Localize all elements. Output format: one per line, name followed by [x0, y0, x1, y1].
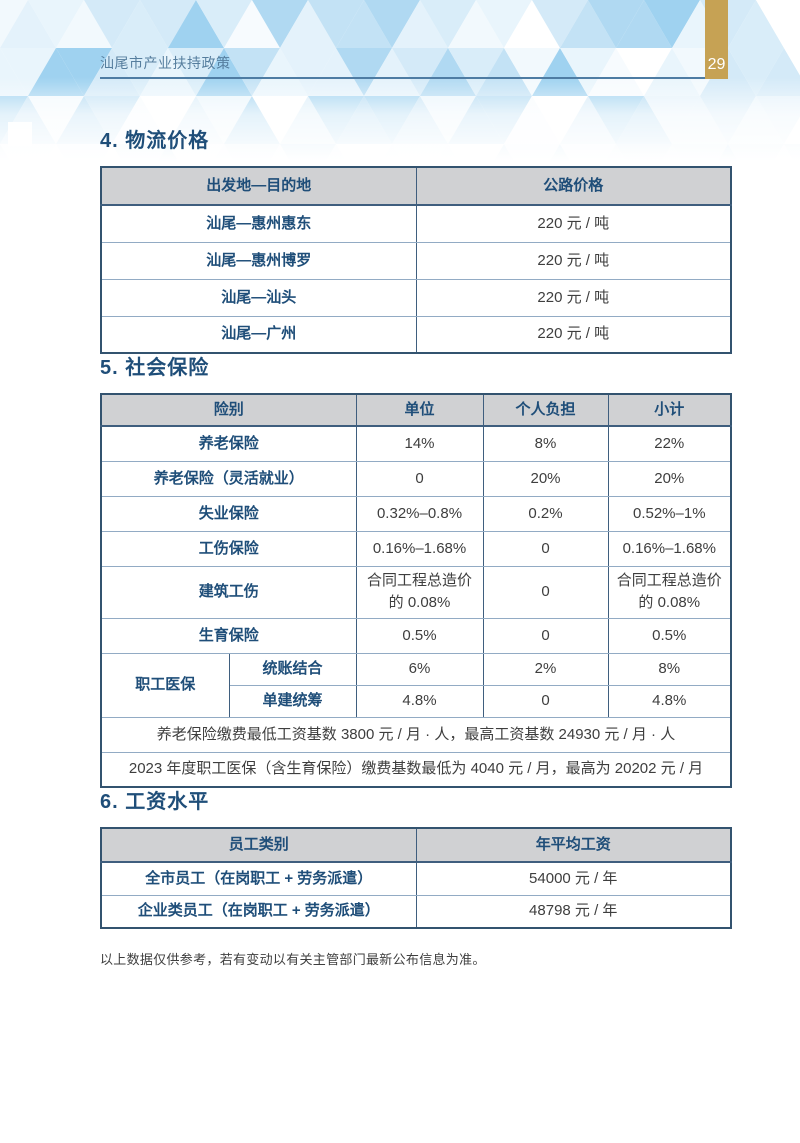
individual-rate-cell: 0	[482, 565, 609, 619]
table-row: 失业保险 0.32%–0.8% 0.2% 0.52%–1%	[100, 495, 732, 532]
table-row: 工伤保险 0.16%–1.68% 0 0.16%–1.68%	[100, 530, 732, 567]
insurance-type-cell: 生育保险	[100, 617, 357, 654]
table-row: 汕尾—惠州惠东 220 元 / 吨	[100, 204, 732, 243]
insurance-type-cell: 工伤保险	[100, 530, 357, 567]
disclaimer-footnote: 以上数据仅供参考，若有变动以有关主管部门最新公布信息为准。	[100, 952, 486, 967]
table-note-row: 2023 年度职工医保（含生育保险）缴费基数最低为 4040 元 / 月，最高为…	[100, 751, 732, 788]
insurance-type-cell: 养老保险	[100, 425, 357, 462]
table-row: 全市员工（在岗职工 + 劳务派遣） 54000 元 / 年	[100, 861, 732, 896]
price-cell: 220 元 / 吨	[415, 278, 732, 317]
column-header-road-price: 公路价格	[415, 166, 732, 206]
route-cell: 汕尾—汕头	[100, 278, 417, 317]
employer-rate-cell: 0.32%–0.8%	[355, 495, 484, 532]
logistics-price-table: 出发地—目的地 公路价格 汕尾—惠州惠东 220 元 / 吨 汕尾—惠州博罗 2…	[100, 166, 732, 354]
insurance-subtype-cell: 统账结合	[228, 652, 357, 686]
individual-rate-cell: 0	[482, 530, 609, 567]
table-header-row: 险别 单位 个人负担 小计	[100, 393, 732, 427]
decor-square	[8, 122, 32, 146]
table-row: 养老保险（灵活就业） 0 20% 20%	[100, 460, 732, 497]
page-content: 4. 物流价格 出发地—目的地 公路价格 汕尾—惠州惠东 220 元 / 吨 汕…	[0, 115, 800, 968]
individual-rate-cell: 0	[482, 617, 609, 654]
page-header: 汕尾市产业扶持政策 29	[0, 0, 800, 168]
section-social-insurance: 5. 社会保险 险别 单位 个人负担 小计 养老保险	[100, 354, 733, 788]
header-pattern-fade	[0, 0, 800, 168]
section-title-wage-level: 6. 工资水平	[100, 791, 210, 813]
table-row: 养老保险 14% 8% 22%	[100, 425, 732, 462]
subtotal-rate-cell: 0.16%–1.68%	[607, 530, 732, 567]
insurance-type-cell: 养老保险（灵活就业）	[100, 460, 357, 497]
subtotal-rate-cell: 0.5%	[607, 617, 732, 654]
column-header-employer: 单位	[355, 393, 484, 427]
insurance-subtype-cell: 单建统筹	[228, 684, 357, 718]
insurance-type-cell: 建筑工伤	[100, 565, 357, 619]
table-note-row: 养老保险缴费最低工资基数 3800 元 / 月 · 人，最高工资基数 24930…	[100, 716, 732, 753]
individual-rate-cell: 0	[482, 684, 609, 718]
table-header-row: 出发地—目的地 公路价格	[100, 166, 732, 206]
employee-category-cell: 全市员工（在岗职工 + 劳务派遣）	[100, 861, 417, 896]
page-number: 29	[707, 56, 726, 73]
price-cell: 220 元 / 吨	[415, 241, 732, 280]
pension-base-note: 养老保险缴费最低工资基数 3800 元 / 月 · 人，最高工资基数 24930…	[100, 716, 732, 753]
section-title-social-insurance: 5. 社会保险	[100, 357, 210, 379]
column-header-insurance-type: 险别	[100, 393, 357, 427]
individual-rate-cell: 2%	[482, 652, 609, 686]
subtotal-rate-cell: 20%	[607, 460, 732, 497]
column-header-subtotal: 小计	[607, 393, 732, 427]
employer-rate-cell: 合同工程总造价的 0.08%	[355, 565, 484, 619]
table-row-employee-medical-2: 单建统筹 4.8% 0 4.8%	[101, 684, 732, 718]
medical-base-note: 2023 年度职工医保（含生育保险）缴费基数最低为 4040 元 / 月，最高为…	[100, 751, 732, 788]
price-cell: 220 元 / 吨	[415, 204, 732, 243]
section-logistics-prices: 4. 物流价格 出发地—目的地 公路价格 汕尾—惠州惠东 220 元 / 吨 汕…	[100, 127, 732, 354]
column-header-annual-average-wage: 年平均工资	[415, 827, 732, 863]
table-row-employee-medical-1: 职工医保 统账结合 6% 2% 8%	[100, 652, 732, 718]
subtotal-rate-cell: 8%	[607, 652, 732, 686]
price-cell: 220 元 / 吨	[415, 315, 732, 354]
individual-rate-cell: 20%	[482, 460, 609, 497]
annual-wage-cell: 48798 元 / 年	[415, 894, 732, 929]
route-cell: 汕尾—惠州惠东	[100, 204, 417, 243]
page-number-tab: 29	[705, 0, 728, 79]
section-wage-level: 6. 工资水平 员工类别 年平均工资 全市员工（在岗职工 + 劳务派遣） 540…	[100, 788, 732, 929]
subtotal-rate-cell: 0.52%–1%	[607, 495, 732, 532]
table-row: 汕尾—汕头 220 元 / 吨	[100, 278, 732, 317]
annual-wage-cell: 54000 元 / 年	[415, 861, 732, 896]
employee-category-cell: 企业类员工（在岗职工 + 劳务派遣）	[100, 894, 417, 929]
subtotal-rate-cell: 4.8%	[607, 684, 732, 718]
document-title: 汕尾市产业扶持政策	[100, 55, 231, 71]
table-row: 生育保险 0.5% 0 0.5%	[100, 617, 732, 654]
employer-rate-cell: 0.5%	[355, 617, 484, 654]
employer-rate-cell: 0	[355, 460, 484, 497]
employer-rate-cell: 6%	[355, 652, 484, 686]
route-cell: 汕尾—惠州博罗	[100, 241, 417, 280]
insurance-type-cell: 失业保险	[100, 495, 357, 532]
column-header-route: 出发地—目的地	[100, 166, 417, 206]
individual-rate-cell: 0.2%	[482, 495, 609, 532]
individual-rate-cell: 8%	[482, 425, 609, 462]
table-row: 建筑工伤 合同工程总造价的 0.08% 0 合同工程总造价的 0.08%	[100, 565, 732, 619]
column-header-individual: 个人负担	[482, 393, 609, 427]
subtotal-rate-cell: 22%	[607, 425, 732, 462]
table-row: 汕尾—广州 220 元 / 吨	[100, 315, 732, 354]
insurance-group-cell: 职工医保	[100, 652, 230, 718]
route-cell: 汕尾—广州	[100, 315, 417, 354]
column-header-employee-category: 员工类别	[100, 827, 417, 863]
employer-rate-cell: 14%	[355, 425, 484, 462]
table-row: 企业类员工（在岗职工 + 劳务派遣） 48798 元 / 年	[100, 894, 732, 929]
table-row: 汕尾—惠州博罗 220 元 / 吨	[100, 241, 732, 280]
header-rule-divider	[100, 77, 705, 79]
employer-rate-cell: 0.16%–1.68%	[355, 530, 484, 567]
section-title-logistics: 4. 物流价格	[100, 130, 210, 152]
table-header-row: 员工类别 年平均工资	[100, 827, 732, 863]
social-insurance-table: 险别 单位 个人负担 小计 养老保险 14% 8% 22% 养老保险（灵活就业）	[100, 393, 733, 788]
employer-rate-cell: 4.8%	[355, 684, 484, 718]
wage-level-table: 员工类别 年平均工资 全市员工（在岗职工 + 劳务派遣） 54000 元 / 年…	[100, 827, 732, 929]
subtotal-rate-cell: 合同工程总造价的 0.08%	[607, 565, 732, 619]
